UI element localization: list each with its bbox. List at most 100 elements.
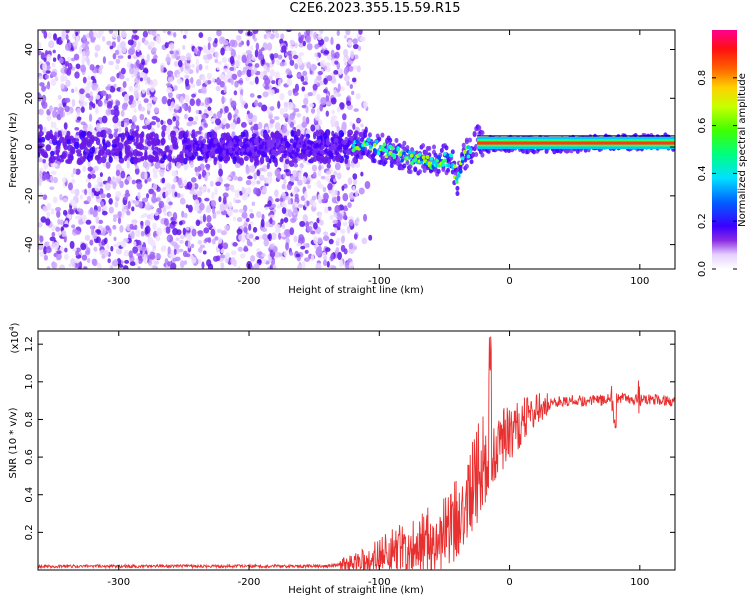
spectrogram-cell: [45, 211, 51, 217]
spectrogram-cell: [237, 246, 243, 252]
spectrogram-cell: [220, 210, 228, 216]
spectrogram-cell: [99, 172, 103, 178]
spectrogram-cell: [286, 78, 293, 86]
spectrogram-cell: [147, 154, 153, 163]
spectrogram-cell: [429, 156, 434, 161]
spectrogram-cell: [207, 106, 212, 111]
spectrogram-cell: [232, 242, 238, 247]
spectrogram-cell: [247, 63, 253, 67]
spectrogram-cell: [74, 86, 78, 93]
spectrogram-cell: [44, 153, 49, 159]
spectrogram-cell: [305, 105, 309, 114]
spectrogram-cell: [167, 91, 173, 99]
spectrogram-cell: [321, 198, 327, 204]
spectrogram-cell: [107, 94, 112, 99]
spectrogram-cell: [109, 180, 114, 185]
spectrogram-cell: [305, 30, 311, 36]
bottom-y-tick-label: 1.2: [24, 336, 35, 352]
spectrogram-cell: [206, 53, 213, 60]
spectrogram-cell: [151, 58, 158, 64]
spectrogram-cell: [343, 48, 349, 57]
spectrogram-cell: [82, 34, 87, 41]
spectrogram-cell: [61, 30, 67, 36]
spectrogram-cell: [80, 121, 87, 126]
spectrogram-cell: [131, 179, 136, 185]
spectrogram-cell: [188, 151, 193, 157]
spectrogram-cell: [229, 66, 235, 71]
spectrogram-cell: [230, 122, 236, 130]
spectrogram-cell: [233, 90, 238, 96]
spectrogram-cell: [402, 140, 407, 146]
spectrogram-cell: [241, 186, 245, 194]
spectrogram-cell: [335, 43, 341, 51]
spectrogram-cell: [317, 193, 322, 201]
spectrogram-cell: [408, 169, 413, 175]
spectrogram-cell: [302, 214, 309, 222]
spectrogram-cell: [296, 57, 303, 66]
spectrogram-cell: [123, 196, 128, 201]
top-x-tick-label: -300: [107, 276, 130, 287]
spectrogram-cell: [235, 199, 241, 204]
spectrogram-cell: [184, 65, 190, 70]
spectrogram-cell: [314, 52, 318, 58]
spectrogram-cell: [89, 91, 93, 97]
spectrogram-cell: [261, 227, 268, 232]
spectrogram-cell: [65, 30, 70, 34]
spectrogram-cell: [121, 103, 128, 111]
spectrogram-cell: [88, 187, 92, 196]
spectrogram-cell: [307, 184, 312, 189]
spectrogram-cell: [136, 142, 143, 150]
spectrogram-cell: [266, 162, 270, 170]
spectrogram-cell: [184, 78, 190, 87]
spectrogram-cell: [120, 30, 127, 39]
spectrogram-cell: [283, 168, 289, 173]
spectrogram-cell: [158, 169, 165, 174]
spectrogram-cell: [154, 252, 158, 261]
spectrogram-cell: [306, 225, 313, 233]
spectrogram-cell: [262, 233, 268, 241]
spectrogram-cell: [303, 191, 308, 200]
spectrogram-cell: [50, 78, 57, 86]
spectrogram-cell: [279, 93, 285, 101]
spectrogram-cell: [286, 183, 292, 191]
spectrogram-cell: [383, 159, 388, 165]
spectrogram-cell: [455, 185, 460, 191]
spectrogram-cell: [194, 115, 199, 122]
spectrogram-cell: [352, 38, 358, 45]
spectrogram-cell: [211, 238, 216, 245]
spectrogram-cell: [326, 75, 333, 82]
spectrogram-cell: [167, 98, 172, 107]
spectrogram-cell: [204, 237, 211, 243]
spectrogram-cell: [281, 192, 286, 197]
spectrogram-cell: [260, 219, 265, 228]
spectrogram-cell: [98, 188, 104, 195]
spectrogram-cell: [277, 175, 282, 180]
spectrogram-cell: [139, 113, 145, 121]
spectrogram-cell: [76, 152, 83, 157]
spectrogram-cell: [108, 206, 114, 214]
spectrogram-cell: [202, 75, 206, 83]
spectrogram-cell: [245, 217, 250, 222]
spectrogram-cell: [264, 77, 271, 86]
spectrogram-cell: [338, 130, 344, 138]
spectrogram-cell: [174, 104, 180, 111]
spectrogram-cell: [42, 159, 47, 164]
spectrogram-cell: [269, 89, 275, 96]
spectrogram-cell: [185, 52, 192, 61]
spectrogram-cell: [328, 238, 334, 245]
spectrogram-cell: [330, 49, 335, 58]
spectrogram-cell: [315, 262, 322, 269]
spectrogram-cell: [257, 53, 265, 61]
spectrogram-cell: [263, 132, 269, 139]
spectrogram-cell: [305, 129, 311, 135]
spectrogram-cell: [115, 64, 120, 71]
spectrogram-cell: [323, 36, 330, 43]
spectrogram-cell: [185, 204, 189, 209]
spectrogram-cell: [201, 114, 207, 120]
spectrogram-cell: [101, 129, 107, 136]
spectrogram-cell: [480, 152, 485, 158]
spectrogram-cell: [215, 85, 221, 92]
spectrogram-cell: [321, 251, 327, 257]
spectrogram-cell: [100, 193, 106, 199]
spectrogram-cell: [44, 74, 50, 80]
